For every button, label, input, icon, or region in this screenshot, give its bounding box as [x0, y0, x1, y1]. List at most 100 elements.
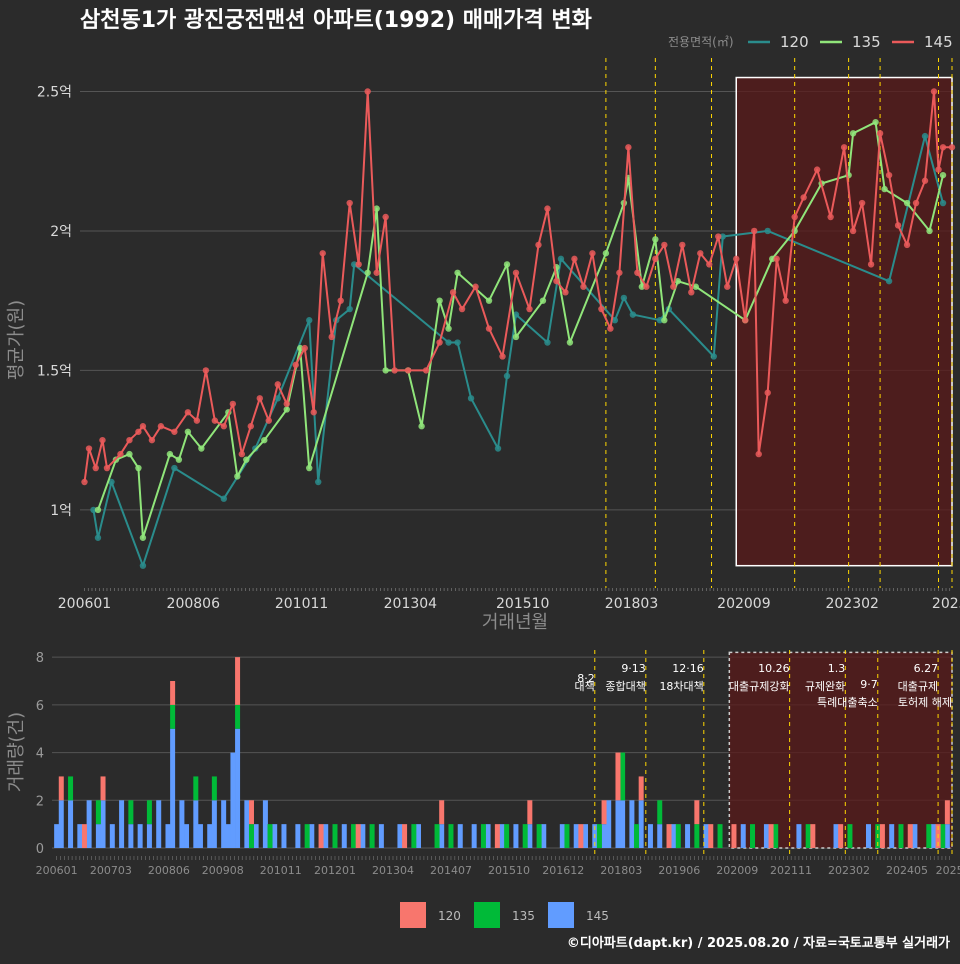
bar-145: [341, 824, 347, 848]
data-point: [571, 255, 578, 263]
data-point: [598, 305, 605, 313]
data-point: [566, 339, 574, 346]
legend-swatch-135: [474, 902, 500, 928]
bar-145: [54, 824, 60, 848]
data-point: [108, 478, 115, 486]
policy-date: 12·16: [672, 662, 704, 675]
data-point: [499, 353, 506, 360]
bar-120: [81, 824, 87, 848]
policy-label: 종합대책: [605, 680, 645, 693]
data-point: [697, 250, 704, 257]
data-point: [193, 417, 201, 424]
data-point: [921, 132, 929, 140]
bar-135: [750, 824, 756, 848]
bar-145: [309, 824, 315, 848]
data-point: [422, 367, 430, 374]
legend-bar-label-145: 145: [586, 909, 609, 923]
x-tick-label: 200806: [148, 864, 190, 877]
legend-bar-label-135: 135: [512, 909, 535, 923]
bar-145: [207, 824, 213, 848]
x-tick-label: 201304: [372, 864, 414, 877]
data-point: [935, 166, 942, 173]
data-point: [198, 445, 205, 452]
data-point: [418, 423, 425, 430]
data-point: [445, 325, 452, 332]
data-point: [764, 389, 771, 396]
data-point: [243, 456, 250, 463]
bar-145: [295, 824, 301, 848]
bar-145: [197, 824, 203, 848]
bar-135: [504, 824, 510, 848]
data-point: [876, 130, 884, 137]
legend-label-120: 120: [780, 33, 809, 51]
data-point: [166, 450, 174, 458]
data-point: [364, 269, 371, 276]
x-tick-label: 201011: [275, 596, 328, 612]
data-point: [373, 205, 380, 212]
bar-135: [448, 824, 454, 848]
data-point: [751, 227, 758, 235]
data-point: [872, 118, 879, 126]
price-chart: 1억 1.5억 2억 2.5억 200601 200806 201011 201304 2015…: [37, 58, 960, 612]
bar-145: [137, 824, 143, 848]
bar-145: [685, 824, 691, 848]
data-point: [661, 317, 668, 324]
bar-120: [601, 800, 607, 825]
y-tick-label: 2: [36, 794, 44, 809]
bar-145: [170, 728, 176, 848]
bar-135: [235, 704, 241, 729]
data-point: [265, 417, 272, 424]
bar-135: [434, 824, 440, 848]
data-point: [849, 130, 857, 137]
data-point: [485, 325, 493, 332]
data-point: [773, 255, 780, 263]
data-point: [247, 423, 255, 430]
bar-135: [657, 800, 663, 825]
data-point: [139, 423, 147, 430]
data-point: [274, 381, 281, 388]
data-point: [611, 317, 619, 324]
bar-120: [768, 824, 774, 848]
bar-120: [439, 800, 445, 825]
data-point: [679, 241, 686, 249]
legend-title: 전용면적(㎡): [668, 35, 734, 49]
bar-120: [694, 800, 700, 825]
policy-label: 18차대책: [659, 680, 703, 693]
policy-date: 9·13: [621, 662, 646, 675]
policy-label: 대출규제강화: [729, 680, 790, 693]
x-tick-label: 201304: [384, 596, 438, 612]
series-135: [94, 118, 947, 541]
bar-135: [267, 824, 273, 848]
data-point: [638, 283, 646, 290]
bar-120: [235, 657, 241, 705]
x-tick-label: 202405: [886, 864, 928, 877]
data-point: [175, 456, 183, 463]
bar-145: [485, 824, 491, 848]
bar-135: [128, 800, 134, 825]
bar-120: [708, 824, 714, 848]
data-point: [391, 367, 398, 374]
bar-145: [606, 800, 612, 848]
data-point: [939, 171, 947, 179]
data-point: [337, 297, 344, 304]
volume-chart: 0 2 4 6 8 200601 200703 200806 200908 201011 20120…: [36, 650, 960, 877]
y-tick-label: 2억: [50, 224, 72, 240]
bar-145: [230, 752, 236, 848]
data-point: [512, 269, 520, 276]
data-point: [184, 409, 192, 416]
data-point: [467, 395, 475, 402]
data-point: [620, 294, 628, 302]
x-tick-label: 202302: [825, 596, 878, 612]
data-point: [171, 428, 178, 435]
data-point: [544, 205, 551, 212]
data-point: [503, 372, 511, 380]
data-point: [436, 339, 443, 346]
bar-145: [541, 824, 547, 848]
data-point: [364, 88, 371, 95]
bar-145: [763, 824, 769, 848]
data-point: [346, 305, 353, 313]
data-point: [139, 562, 147, 569]
x-tick-label: 201803: [600, 864, 642, 877]
bar-145: [109, 824, 115, 848]
